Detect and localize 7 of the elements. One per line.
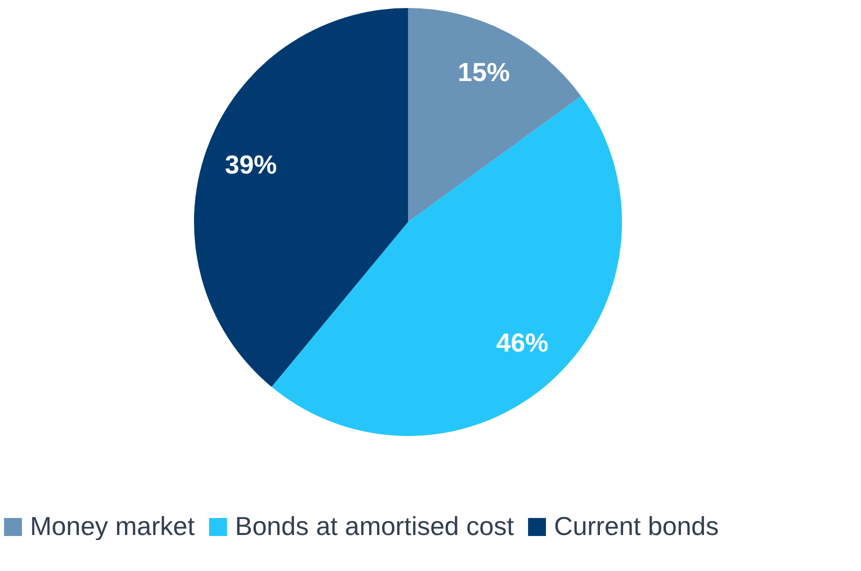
legend-label: Bonds at amortised cost	[235, 511, 515, 541]
pie-slice	[408, 8, 582, 222]
data-label: 46%	[496, 328, 548, 358]
data-label: 39%	[224, 149, 277, 180]
pie-slice	[194, 8, 408, 387]
legend-label: Current bonds	[554, 511, 719, 541]
data-label: 15%	[458, 57, 510, 88]
